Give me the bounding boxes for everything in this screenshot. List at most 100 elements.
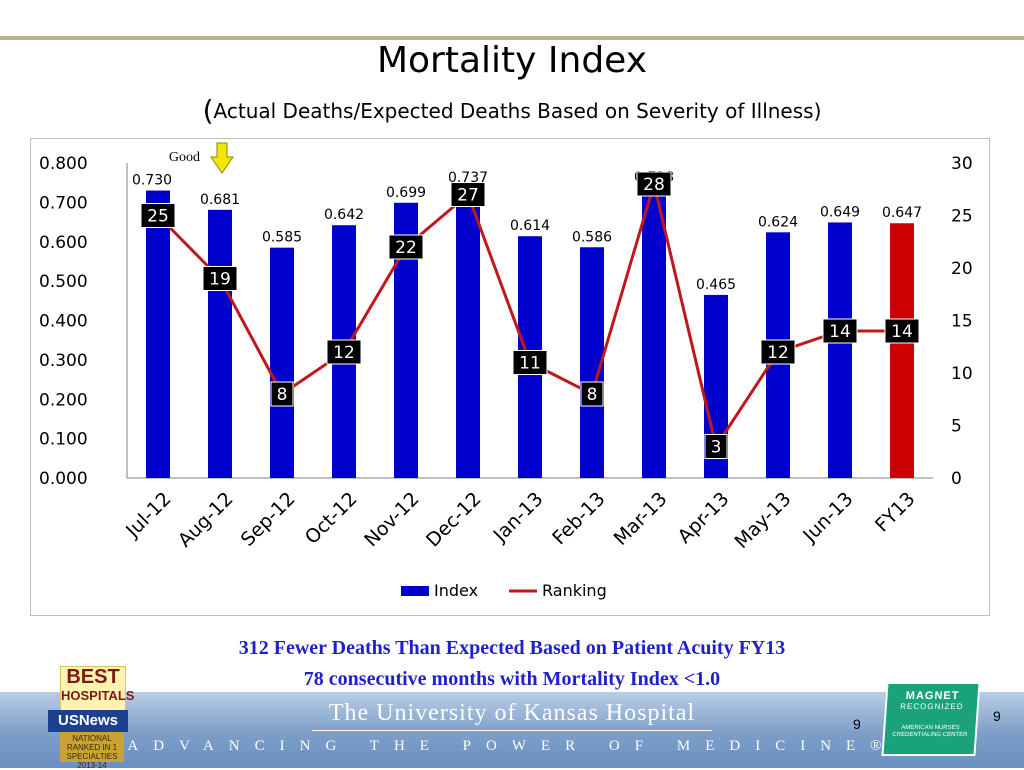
slide-title: Mortality Index [376,40,648,81]
x-category-label: Jan-13 [489,488,548,547]
hospital-tagline: ADVANCING THE POWER OF MEDICINE® [127,738,897,754]
index-data-label: 0.642 [324,207,364,223]
ranking-label-box [760,339,796,365]
index-data-label: 0.624 [758,214,798,230]
chart-frame: 0.000 0.100 0.200 0.300 0.400 0.500 0.600 0.700… [30,138,990,616]
index-data-label: 0.465 [696,277,736,293]
ranking-label-box [450,182,486,207]
legend-index-swatch [401,586,429,596]
index-bar [890,223,914,478]
ranking-data-label: 12 [767,343,789,363]
slide-subtitle: (Actual Deaths/Expected Deaths Based on … [0,94,1024,127]
y-left-tick-label: 0.500 [39,272,88,292]
index-data-label: 0.586 [572,229,612,245]
ranking-label-box [140,203,176,228]
ranking-data-label: 8 [587,385,598,405]
page-number-corner: 9 [993,708,1001,724]
x-category-label: Mar-13 [610,488,672,550]
national-label: NATIONAL [72,734,112,743]
y-left-tick-label: 0.300 [39,351,88,371]
index-bar [456,187,480,478]
ranking-label-box [326,339,362,365]
index-data-label: 0.614 [510,218,550,234]
x-category-label: May-13 [730,488,795,553]
usnews-label: USNews [48,710,128,732]
index-bar [146,190,170,478]
hospital-name: The University of Kansas Hospital [328,700,696,726]
y-left-tick-label: 0.100 [39,430,88,450]
y-left-tick-label: 0.600 [39,233,88,253]
best-hospitals-mark: BEST HOSPITALS [60,666,135,712]
national-ribbon: NATIONAL RANKED IN 1 SPECIALTIES 2013-14 [60,732,124,770]
ranking-data-label: 22 [395,238,417,258]
ranking-label-box [580,381,604,407]
ranking-label-box [822,318,858,344]
ranking-label-box [270,381,294,407]
ancc-label: AMERICAN NURSES CREDENTIALING CENTER [892,725,968,738]
ranking-data-label: 27 [457,186,479,206]
recognized-label: RECOGNIZED [899,702,964,711]
x-category-label: FY13 [871,488,920,537]
ranking-data-label: 25 [147,207,169,227]
x-category-label: Sep-12 [237,488,300,551]
best-hospitals-badge: BEST HOSPITALS USNews NATIONAL RANKED IN… [44,666,135,770]
ranking-data-label: 11 [519,354,541,374]
ranking-data-label: 3 [711,438,722,458]
y-left-tick-label: 0.800 [39,154,88,174]
x-category-label: Apr-13 [674,488,734,548]
x-category-label: Feb-13 [548,488,609,549]
ranking-data-label: 12 [333,343,355,363]
index-bar [642,187,666,478]
ranking-label-box [636,171,672,197]
hospitals-label: HOSPITALS [61,688,135,703]
legend-ranking-label: Ranking [542,581,607,600]
x-category-label: Nov-12 [360,488,423,551]
magnet-label: MAGNET [905,690,960,702]
y-right-tick-label: 10 [951,364,973,384]
x-category-label: Oct-12 [301,488,362,549]
top-rule [0,36,1024,40]
x-category-label: Aug-12 [174,488,238,552]
ranked-label: RANKED IN 1 SPECIALTIES [66,743,118,761]
index-data-label: 0.730 [132,173,172,189]
ranking-label-box [704,434,728,459]
y-right-tick-label: 30 [951,154,973,174]
index-data-label: 0.681 [200,192,240,208]
magnet-recognized-badge: MAGNET RECOGNIZED AMERICAN NURSES CREDEN… [881,682,981,756]
good-arrow-icon [210,142,234,174]
y-right-tick-label: 25 [951,207,973,227]
y-right-tick-label: 0 [951,469,962,489]
ranking-data-label: 28 [643,175,665,195]
index-data-label: 0.585 [262,230,302,246]
index-data-label: 0.699 [386,185,426,201]
footnote-consecutive-months: 78 consecutive months with Mortality Ind… [303,668,721,690]
ranking-label-box [388,234,424,260]
legend-index-label: Index [434,581,478,600]
subtitle-open-paren: ( [202,94,214,127]
index-data-label: 0.737 [448,170,488,186]
y-right-tick-label: 20 [951,259,973,279]
x-category-label: Jun-13 [798,488,857,547]
ranking-data-label: 19 [209,270,231,290]
good-annotation-label: Good [169,150,200,165]
x-category-label: Dec-12 [422,488,486,552]
page-number: 9 [853,716,861,732]
ranking-data-label: 14 [891,322,913,342]
y-right-tick-label: 15 [951,312,973,332]
ranking-label-box [512,350,548,375]
index-data-label: 0.647 [882,205,922,221]
y-left-tick-label: 0.000 [39,469,88,489]
mortality-index-chart: 0.000 0.100 0.200 0.300 0.400 0.500 0.600 0.700… [39,142,973,600]
footnote-fewer-deaths: 312 Fewer Deaths Than Expected Based on … [238,637,786,659]
index-bar [270,247,294,478]
ranking-data-label: 8 [277,385,288,405]
hospital-name-underline [312,730,712,731]
year-label: 2013-14 [77,761,107,770]
subtitle-text: Actual Deaths/Expected Deaths Based on S… [213,99,822,123]
best-label: BEST [66,666,120,688]
x-category-label: Jul-12 [121,488,175,542]
y-right-tick-label: 5 [951,417,962,437]
ranking-label-box [202,266,238,291]
y-left-tick-label: 0.400 [39,312,88,332]
y-left-tick-label: 0.200 [39,390,88,410]
